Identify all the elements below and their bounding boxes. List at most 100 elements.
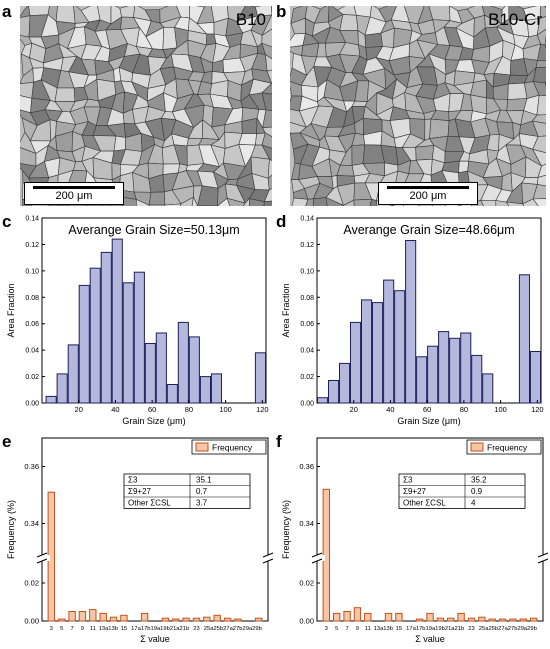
y-tick-label: 0.06: [25, 321, 39, 328]
bar: [177, 321, 189, 404]
legend-swatch: [195, 442, 209, 452]
x-tick-label: 3: [325, 626, 328, 632]
grain: [532, 184, 546, 200]
grain: [136, 199, 150, 206]
bar: [427, 345, 439, 404]
grain: [148, 204, 166, 206]
x-tick-label: 120: [256, 405, 269, 414]
legend-box: [191, 439, 267, 455]
grain: [537, 174, 546, 187]
grain: [261, 28, 272, 48]
csl-stats-table: Σ3 35.1 Σ9+27 0.7 Other ΣCSL 3.7: [123, 473, 251, 509]
grain: [531, 114, 546, 124]
bar: [529, 351, 541, 404]
y-tick-label: 0.00: [24, 617, 39, 626]
bar: [166, 384, 178, 404]
bars: [322, 488, 538, 622]
y-tick-label: 0.02: [24, 579, 39, 588]
bar: [449, 337, 461, 404]
axis-break-mark: [311, 558, 323, 564]
y-tick-label: 0.02: [299, 579, 314, 588]
micrograph-label: B10: [235, 10, 266, 29]
bar: [188, 336, 200, 404]
grain: [535, 60, 546, 69]
legend-label: Frequency: [487, 443, 528, 453]
y-tick-label: 0.00: [25, 401, 39, 408]
axis-break-gap: [260, 555, 274, 561]
grain: [532, 148, 546, 167]
axis-break-mark: [311, 552, 323, 558]
grain: [263, 188, 272, 203]
x-tick-label: 9: [81, 626, 84, 632]
grain: [180, 196, 194, 206]
x-tick-label: 3: [50, 626, 53, 632]
bar: [350, 321, 362, 404]
grain-cells: [290, 6, 546, 206]
x-tick-label: 15: [396, 626, 402, 632]
bar: [343, 611, 351, 622]
grain: [291, 197, 309, 206]
x-tick-label: 60: [148, 405, 156, 414]
y-tick-label: 0.04: [300, 348, 314, 355]
micrograph-label: B10-Cr: [488, 10, 542, 29]
grain: [369, 198, 378, 206]
chart-title: Averange Grain Size=48.66μm: [343, 223, 514, 237]
x-axis-label: Σ value: [140, 634, 170, 644]
micrograph-grain-texture: [290, 6, 546, 206]
grain: [353, 198, 373, 206]
x-tick-label: 20: [350, 405, 358, 414]
y-tick-label: 0.12: [25, 242, 39, 249]
bar: [488, 618, 496, 622]
bar: [361, 299, 373, 404]
grain: [261, 132, 272, 149]
grain: [544, 35, 546, 46]
bar: [172, 618, 180, 622]
panel-letter-d: d: [276, 212, 287, 231]
panel-letter-c: c: [2, 212, 12, 231]
bar: [471, 354, 483, 404]
x-tick-label: 17a17b19a19b21a21b: [131, 626, 189, 632]
bar: [384, 612, 393, 622]
chart-title: Averange Grain Size=50.13μm: [68, 223, 239, 237]
bar: [530, 617, 538, 622]
grain: [28, 6, 50, 17]
bar: [482, 373, 494, 404]
grain: [532, 120, 546, 137]
y-tick-label: 0.14: [300, 216, 314, 223]
grain: [263, 200, 272, 206]
grain: [267, 174, 272, 191]
grain: [54, 87, 76, 103]
bar: [457, 612, 465, 622]
grain: [537, 43, 546, 61]
x-tick-label: 40: [111, 405, 119, 414]
grain: [339, 14, 359, 31]
grain: [55, 6, 76, 24]
bar: [155, 332, 167, 404]
table-row-value: 3.7: [196, 499, 208, 508]
x-tick-label: 9: [356, 626, 359, 632]
scale-bar-box: 200 μm: [378, 182, 478, 205]
axis-break-gap: [535, 555, 549, 561]
bar: [416, 356, 428, 404]
grain: [429, 118, 450, 139]
bar: [99, 612, 107, 622]
scale-bar: [387, 186, 469, 189]
x-tick-label: 40: [386, 405, 394, 414]
x-tick-label: 100: [494, 405, 507, 414]
grain: [545, 82, 546, 87]
micrograph-b10-cr: B10-Cr 200 μm: [290, 6, 546, 206]
y-tick-label: 0.06: [300, 321, 314, 328]
axis-break-mark: [36, 552, 48, 558]
x-tick-label: 11: [365, 626, 371, 632]
table-row-value: 0.7: [196, 487, 208, 496]
bar: [498, 618, 507, 622]
y-tick-label: 0.08: [300, 295, 314, 302]
bar: [436, 617, 445, 622]
grain: [507, 82, 528, 100]
micrograph-b10: B10 200 μm: [20, 6, 272, 206]
x-tick-label: 80: [185, 405, 193, 414]
table-row-value: 35.1: [196, 476, 212, 485]
grain: [261, 92, 272, 112]
bar: [122, 282, 134, 404]
x-tick-label: 13a13b: [374, 626, 393, 632]
